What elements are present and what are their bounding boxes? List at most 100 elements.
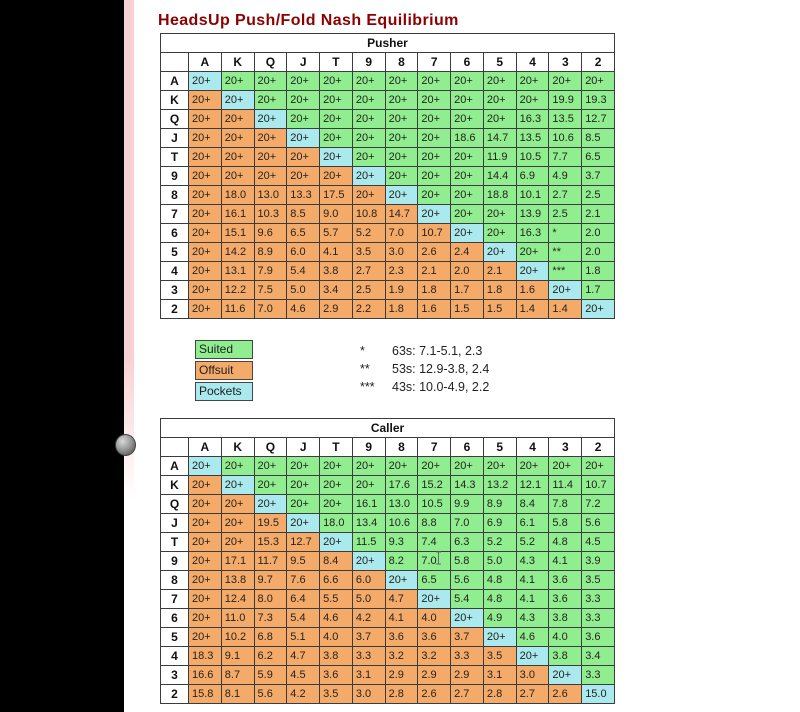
cell-2Q: 5.6 bbox=[253, 684, 288, 704]
cell-86: 5.6 bbox=[450, 570, 484, 590]
cell-T6: 6.3 bbox=[450, 532, 484, 552]
col-header-J: J bbox=[286, 437, 321, 457]
cell-3K: 12.2 bbox=[220, 280, 255, 300]
cell-A7: 20+ bbox=[417, 456, 452, 476]
cell-J5: 6.9 bbox=[482, 513, 517, 533]
cell-97: 7.0 bbox=[417, 551, 452, 571]
cell-8T: 17.5 bbox=[319, 185, 353, 205]
cell-28: 2.8 bbox=[384, 684, 419, 704]
cell-95: 5.0 bbox=[482, 551, 517, 571]
cell-9A: 20+ bbox=[188, 551, 222, 571]
cell-T4: 10.5 bbox=[515, 147, 550, 167]
cell-63: * bbox=[548, 223, 583, 243]
cell-26: 1.5 bbox=[450, 299, 484, 319]
cell-78: 4.7 bbox=[384, 589, 419, 609]
cell-3J: 4.5 bbox=[286, 665, 321, 685]
row-header-5: 5 bbox=[160, 627, 189, 647]
cell-45: 2.1 bbox=[482, 261, 517, 281]
cell-3J: 5.0 bbox=[286, 280, 321, 300]
cell-JQ: 20+ bbox=[253, 128, 288, 148]
cell-KA: 20+ bbox=[188, 475, 222, 495]
cell-99: 20+ bbox=[351, 551, 386, 571]
cell-24: 2.7 bbox=[515, 684, 550, 704]
cell-6T: 4.6 bbox=[319, 608, 353, 628]
cell-QK: 20+ bbox=[220, 494, 255, 514]
cell-29: 2.2 bbox=[351, 299, 386, 319]
cell-25: 1.5 bbox=[482, 299, 517, 319]
corner-cell bbox=[160, 437, 189, 457]
side-widget-button[interactable] bbox=[115, 434, 136, 456]
cell-74: 4.1 bbox=[515, 589, 550, 609]
cell-J6: 7.0 bbox=[450, 513, 484, 533]
row-header-6: 6 bbox=[160, 223, 189, 243]
cell-7K: 16.1 bbox=[220, 204, 255, 224]
cell-27: 2.6 bbox=[417, 684, 452, 704]
cell-9T: 20+ bbox=[319, 166, 353, 186]
cell-J3: 5.8 bbox=[548, 513, 583, 533]
cell-T2: 4.5 bbox=[581, 532, 615, 552]
cell-4T: 3.8 bbox=[319, 261, 353, 281]
cell-67: 4.0 bbox=[417, 608, 452, 628]
cell-KQ: 20+ bbox=[253, 475, 288, 495]
cell-Q7: 20+ bbox=[417, 109, 452, 129]
cell-28: 1.8 bbox=[384, 299, 419, 319]
cell-7Q: 10.3 bbox=[253, 204, 288, 224]
cell-25: 2.8 bbox=[482, 684, 517, 704]
cell-55: 20+ bbox=[482, 242, 517, 262]
cell-T9: 11.5 bbox=[351, 532, 386, 552]
col-header-K: K bbox=[220, 52, 255, 72]
cell-QK: 20+ bbox=[220, 109, 255, 129]
cell-Q8: 13.0 bbox=[384, 494, 419, 514]
col-header-5: 5 bbox=[482, 52, 517, 72]
cell-23: 2.6 bbox=[548, 684, 583, 704]
cell-8J: 7.6 bbox=[286, 570, 321, 590]
cell-4J: 5.4 bbox=[286, 261, 321, 281]
row-header-Q: Q bbox=[160, 494, 189, 514]
cell-46: 2.0 bbox=[450, 261, 484, 281]
cell-T5: 5.2 bbox=[482, 532, 517, 552]
cell-65: 20+ bbox=[482, 223, 517, 243]
cell-K8: 17.6 bbox=[384, 475, 419, 495]
cell-TT: 20+ bbox=[319, 532, 353, 552]
row-header-3: 3 bbox=[160, 665, 189, 685]
cell-5A: 20+ bbox=[188, 242, 222, 262]
cell-32: 1.7 bbox=[581, 280, 615, 300]
cell-26: 2.7 bbox=[450, 684, 484, 704]
cell-J8: 10.6 bbox=[384, 513, 419, 533]
cell-JA: 20+ bbox=[188, 128, 222, 148]
col-header-K: K bbox=[220, 437, 255, 457]
cell-Q2: 12.7 bbox=[581, 109, 615, 129]
cell-A3: 20+ bbox=[548, 71, 583, 91]
cell-2K: 8.1 bbox=[220, 684, 255, 704]
cell-34: 3.0 bbox=[515, 665, 550, 685]
cell-58: 3.6 bbox=[384, 627, 419, 647]
footnote-row: ** 53s: 12.9-3.8, 2.4 bbox=[360, 360, 489, 378]
cell-79: 5.0 bbox=[351, 589, 386, 609]
cell-JK: 20+ bbox=[220, 128, 255, 148]
cell-K4: 20+ bbox=[515, 90, 550, 110]
col-header-A: A bbox=[188, 437, 222, 457]
cell-J9: 13.4 bbox=[351, 513, 386, 533]
cell-24: 1.4 bbox=[515, 299, 550, 319]
row-header-5: 5 bbox=[160, 242, 189, 262]
cell-Q3: 7.8 bbox=[548, 494, 583, 514]
cell-3A: 16.6 bbox=[188, 665, 222, 685]
cell-K4: 12.1 bbox=[515, 475, 550, 495]
row-header-J: J bbox=[160, 513, 189, 533]
cell-9Q: 11.7 bbox=[253, 551, 288, 571]
cell-A4: 20+ bbox=[515, 71, 550, 91]
col-header-7: 7 bbox=[417, 437, 452, 457]
cell-6A: 20+ bbox=[188, 608, 222, 628]
cell-T7: 20+ bbox=[417, 147, 452, 167]
row-header-8: 8 bbox=[160, 570, 189, 590]
cell-Q9: 20+ bbox=[351, 109, 386, 129]
col-header-8: 8 bbox=[384, 52, 419, 72]
cell-KA: 20+ bbox=[188, 90, 222, 110]
col-header-A: A bbox=[188, 52, 222, 72]
cell-22: 20+ bbox=[581, 299, 615, 319]
cell-KJ: 20+ bbox=[286, 90, 321, 110]
cell-8Q: 9.7 bbox=[253, 570, 288, 590]
cell-9J: 20+ bbox=[286, 166, 321, 186]
cell-2K: 11.6 bbox=[220, 299, 255, 319]
legend-item-suited: Suited bbox=[195, 340, 253, 359]
